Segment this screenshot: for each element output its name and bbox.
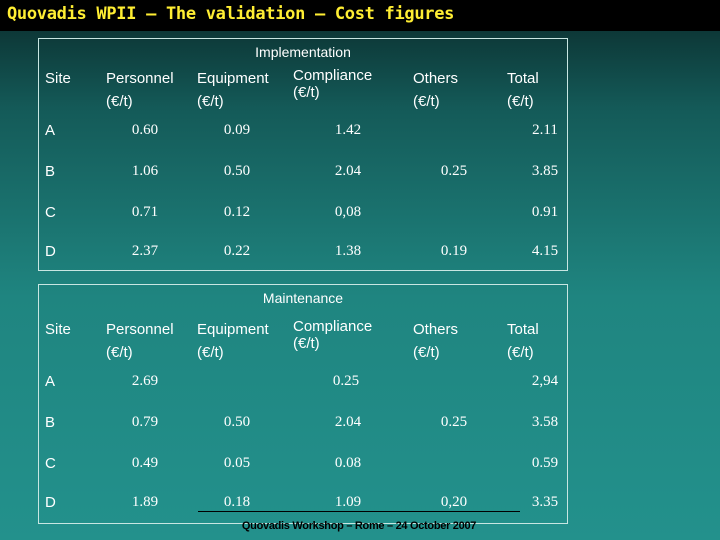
maintenance-header-total: Total (€/t) [507,318,539,364]
maintenance-cell-personnel: 0.49 [131,455,159,471]
maintenance-cell-personnel: 0.79 [131,414,159,430]
maintenance-cell-compliance: 2.04 [334,414,362,430]
implementation-cell-equipment: 0.12 [223,204,251,220]
implementation-header-others-line: (€/t) [413,93,440,110]
maintenance-header-others-line: Others [413,321,459,338]
maintenance-cell-personnel: 1.89 [131,494,159,510]
implementation-header-compliance: Compliance (€/t) [293,67,372,101]
implementation-header-total-line: (€/t) [507,93,534,110]
implementation-header-total-line: Total [507,70,539,87]
implementation-header-personnel: Personnel (€/t) [106,67,174,113]
implementation-header-compliance-line: (€/t) [293,84,320,101]
footer: Quovadis Workshop – Rome – 24 October 20… [241,520,477,532]
maintenance-panel: Maintenance [38,284,568,524]
maintenance-cell-compliance: 0.25 [332,373,360,389]
implementation-cell-total: 4.15 [531,243,559,259]
maintenance-cell-equipment: 0.50 [223,414,251,430]
maintenance-cell-others: 0.25 [440,414,468,430]
maintenance-row-site: C [45,455,56,472]
implementation-header-personnel-line: (€/t) [106,93,133,110]
maintenance-row-site: A [45,373,56,390]
implementation-header-equipment-line: Equipment [197,70,269,87]
implementation-cell-personnel: 1.06 [131,163,159,179]
maintenance-header-equipment-line: (€/t) [197,344,224,361]
implementation-cell-personnel: 0.60 [131,122,159,138]
implementation-cell-compliance: 1.38 [334,243,362,259]
implementation-row-site: A [45,122,56,139]
maintenance-header-total-line: (€/t) [507,344,534,361]
implementation-header-equipment: Equipment (€/t) [197,67,269,113]
maintenance-cell-compliance: 0.08 [334,455,362,471]
maintenance-cell-total: 3.35 [531,494,559,510]
maintenance-header-personnel: Personnel (€/t) [106,318,174,364]
slide-title: Quovadis WPII – The validation – Cost fi… [7,4,455,24]
implementation-cell-total: 2.11 [532,122,558,138]
maintenance-title: Maintenance [262,290,344,306]
maintenance-cell-equipment: 0.18 [223,494,251,510]
maintenance-cell-total: 2,94 [531,373,559,389]
maintenance-cell-total: 0.59 [531,455,559,471]
maintenance-header-equipment-line: Equipment [197,321,269,338]
maintenance-header-compliance-line: (€/t) [293,335,320,352]
implementation-cell-compliance: 2.04 [334,163,362,179]
maintenance-cell-equipment: 0.05 [223,455,251,471]
maintenance-cell-personnel: 2.69 [131,373,159,389]
maintenance-cell-others: 0,20 [440,494,468,510]
maintenance-header-others: Others (€/t) [413,318,458,364]
maintenance-row-site: D [45,494,56,511]
implementation-cell-equipment: 0.22 [223,243,251,259]
maintenance-row-site: B [45,414,56,431]
implementation-header-others-line: Others [413,70,459,87]
implementation-panel: Implementation [38,38,568,271]
implementation-title: Implementation [255,44,351,60]
implementation-header-equipment-line: (€/t) [197,93,224,110]
implementation-row-site: C [45,204,56,221]
maintenance-header-compliance: Compliance (€/t) [293,318,372,352]
maintenance-header-equipment: Equipment (€/t) [197,318,269,364]
implementation-header-compliance-line: Compliance [293,67,373,84]
maintenance-header-total-line: Total [507,321,539,338]
implementation-cell-total: 0.91 [531,204,559,220]
footer-divider [198,511,520,512]
maintenance-cell-compliance: 1.09 [334,494,362,510]
maintenance-header-others-line: (€/t) [413,344,440,361]
implementation-header-others: Others (€/t) [413,67,458,113]
maintenance-cell-total: 3.58 [531,414,559,430]
implementation-header-personnel-line: Personnel [106,70,174,87]
maintenance-header-personnel-line: Personnel [106,321,174,338]
implementation-cell-total: 3.85 [531,163,559,179]
implementation-cell-equipment: 0.50 [223,163,251,179]
implementation-cell-compliance: 0,08 [334,204,362,220]
implementation-cell-others: 0.25 [440,163,468,179]
maintenance-header-compliance-line: Compliance [293,318,373,335]
implementation-cell-personnel: 2.37 [131,243,159,259]
implementation-cell-compliance: 1.42 [334,122,362,138]
implementation-cell-personnel: 0.71 [131,204,159,220]
implementation-row-site: D [45,243,56,260]
implementation-row-site: B [45,163,56,180]
implementation-cell-equipment: 0.09 [223,122,251,138]
implementation-header-total: Total (€/t) [507,67,539,113]
maintenance-header-site: Site [45,321,71,338]
maintenance-header-personnel-line: (€/t) [106,344,133,361]
implementation-header-site: Site [45,70,71,87]
title-bar: Quovadis WPII – The validation – Cost fi… [0,0,720,31]
implementation-cell-others: 0.19 [440,243,468,259]
